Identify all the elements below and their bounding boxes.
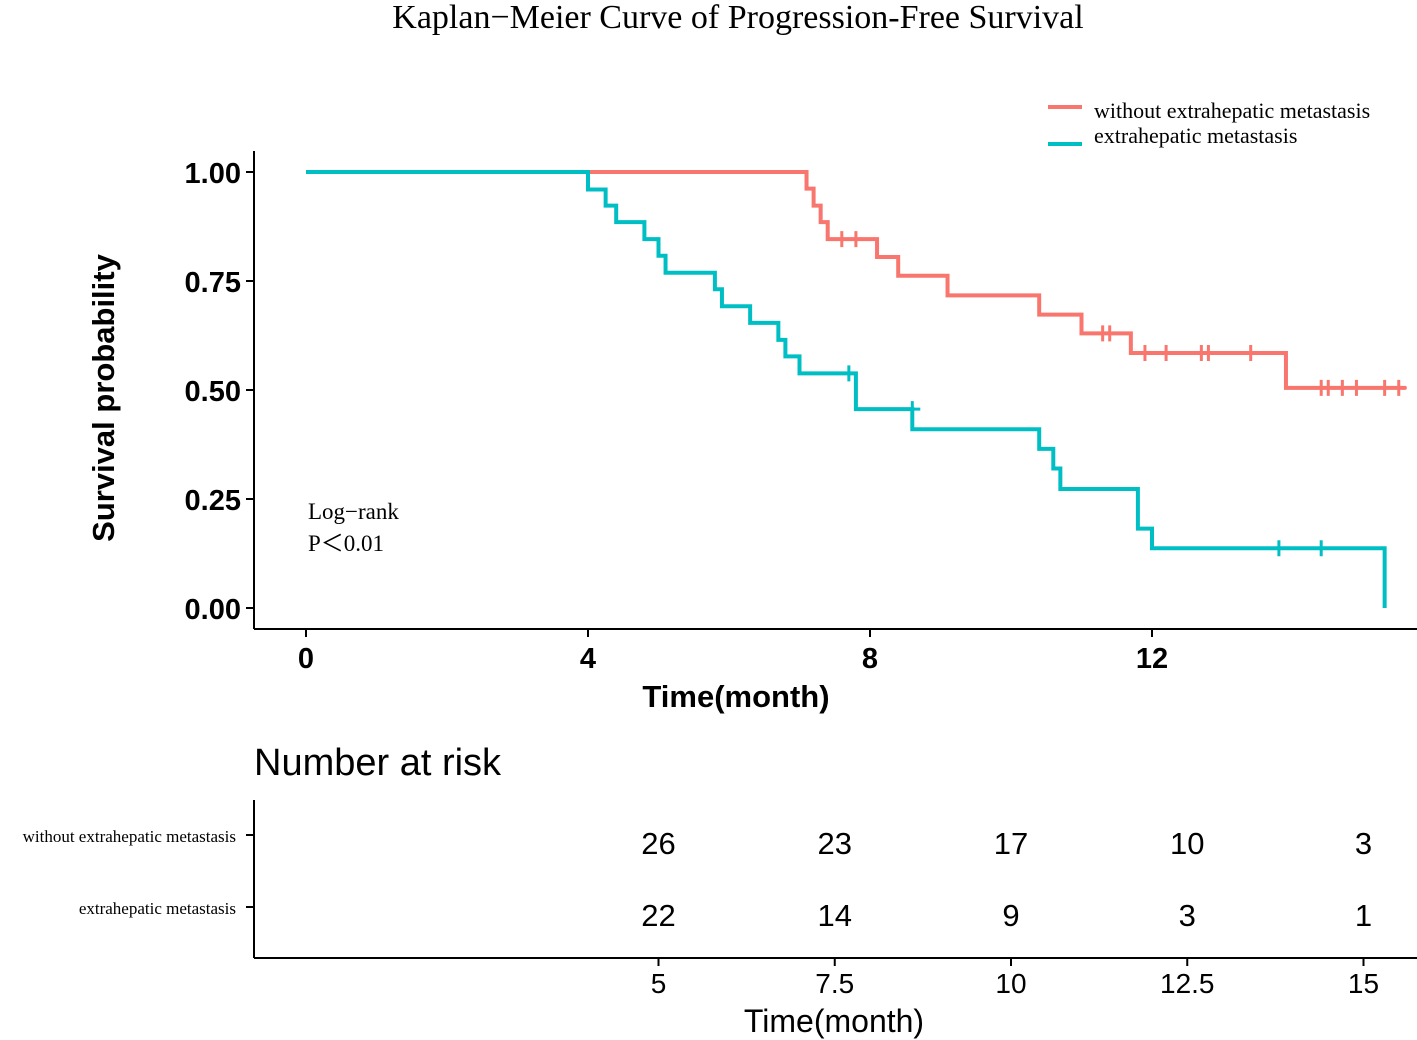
- y-tick-label: 0.00: [185, 594, 241, 626]
- risk-x-tick-label: 10: [995, 968, 1026, 999]
- x-axis-label: Time(month): [642, 679, 829, 714]
- censor-mark-without-extrahepatic: [1390, 379, 1407, 396]
- censor-mark-without-extrahepatic: [1136, 344, 1153, 361]
- censor-mark-extrahepatic: [904, 401, 921, 418]
- risk-table-x-axis-label: Time(month): [744, 1003, 924, 1039]
- risk-table-x-ticks: 5 7.5 10 12.5 15: [651, 958, 1379, 999]
- legend-label-without-extrahepatic: without extrahepatic metastasis: [1094, 98, 1370, 123]
- censor-marks: [833, 231, 1407, 557]
- censor-mark-without-extrahepatic: [1101, 325, 1118, 342]
- risk-row-label: extrahepatic metastasis: [79, 899, 236, 918]
- risk-count: 22: [641, 898, 675, 933]
- censor-mark-without-extrahepatic: [1158, 344, 1175, 361]
- censor-mark-extrahepatic: [1270, 540, 1287, 557]
- x-tick-label: 12: [1136, 643, 1168, 675]
- risk-x-tick-label: 15: [1348, 968, 1379, 999]
- risk-table-title: Number at risk: [254, 742, 502, 784]
- x-tick-label: 8: [862, 643, 878, 675]
- risk-count: 3: [1179, 898, 1196, 933]
- curve-without-extrahepatic: [306, 170, 1406, 390]
- y-tick-label: 0.75: [185, 267, 241, 299]
- x-ticks: 0 4 8 12: [298, 629, 1168, 675]
- y-tick-label: 1.00: [185, 158, 241, 190]
- risk-x-tick-label: 7.5: [815, 968, 854, 999]
- censor-mark-extrahepatic: [840, 365, 857, 382]
- y-tick-label: 0.50: [185, 376, 241, 408]
- risk-count: 3: [1355, 826, 1372, 861]
- censor-mark-without-extrahepatic: [833, 231, 850, 248]
- risk-count: 17: [994, 826, 1028, 861]
- risk-table: Number at risk without extrahepatic meta…: [23, 742, 1417, 1039]
- censor-mark-without-extrahepatic: [1348, 379, 1365, 396]
- risk-row-label: without extrahepatic metastasis: [23, 827, 236, 846]
- p-value-label: P＜0.01: [308, 531, 384, 556]
- chart-title: Kaplan−Meier Curve of Progression-Free S…: [392, 0, 1083, 36]
- legend-label-extrahepatic: extrahepatic metastasis: [1094, 123, 1297, 148]
- y-tick-label: 0.25: [185, 485, 241, 517]
- risk-x-tick-label: 12.5: [1160, 968, 1215, 999]
- risk-x-tick-label: 5: [651, 968, 667, 999]
- survival-curves: [306, 170, 1406, 608]
- censor-mark-without-extrahepatic: [1334, 379, 1351, 396]
- logrank-label: Log−rank: [308, 499, 399, 524]
- censor-mark-extrahepatic: [1313, 540, 1330, 557]
- risk-count: 1: [1355, 898, 1372, 933]
- risk-table-rows: without extrahepatic metastasis 26 23 17 10 3…: [23, 826, 1373, 933]
- censor-mark-without-extrahepatic: [1242, 344, 1259, 361]
- censor-mark-without-extrahepatic: [1320, 379, 1337, 396]
- x-tick-label: 0: [298, 643, 314, 675]
- censor-mark-without-extrahepatic: [847, 231, 864, 248]
- risk-count: 26: [641, 826, 675, 861]
- censor-mark-without-extrahepatic: [1376, 379, 1393, 396]
- risk-count: 9: [1002, 898, 1019, 933]
- y-ticks: 0.00 0.25 0.50 0.75 1.00: [185, 158, 254, 626]
- legend: without extrahepatic metastasis extrahep…: [1048, 98, 1370, 148]
- x-tick-label: 4: [580, 643, 596, 675]
- risk-count: 10: [1170, 826, 1204, 861]
- plot-area: 0.00 0.25 0.50 0.75 1.00 0 4 8 12 Log−rank P＜0.…: [86, 151, 1417, 714]
- censor-mark-without-extrahepatic: [1200, 344, 1217, 361]
- y-axis-label: Survival probability: [86, 253, 121, 541]
- risk-count: 23: [818, 826, 852, 861]
- curve-extrahepatic: [306, 170, 1387, 608]
- risk-count: 14: [818, 898, 852, 933]
